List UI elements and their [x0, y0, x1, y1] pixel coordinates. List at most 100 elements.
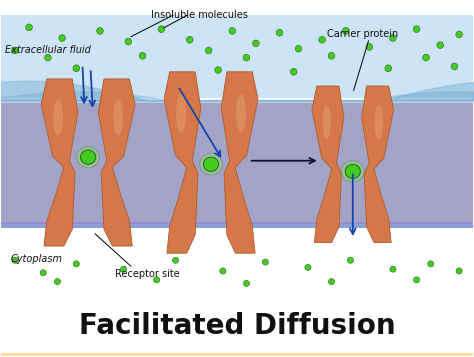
Bar: [0, 354, 474, 356]
Bar: [0, 6, 474, 97]
Bar: [0, 354, 474, 356]
Bar: [0, 354, 474, 355]
Bar: [0, 31, 474, 97]
Ellipse shape: [81, 150, 96, 164]
Bar: [0, 98, 474, 100]
Ellipse shape: [243, 280, 249, 286]
Bar: [0, 353, 474, 355]
Bar: [0, 98, 474, 99]
Bar: [0, 99, 474, 100]
Bar: [0, 155, 474, 223]
Bar: [0, 353, 474, 355]
Ellipse shape: [322, 105, 331, 139]
Bar: [0, 99, 474, 100]
Bar: [0, 104, 474, 222]
Bar: [0, 354, 474, 356]
Ellipse shape: [236, 94, 246, 133]
Bar: [0, 99, 474, 100]
Bar: [0, 354, 474, 356]
Bar: [0, 98, 474, 99]
Bar: [0, 50, 474, 98]
Bar: [0, 99, 474, 100]
Bar: [0, 19, 474, 97]
Bar: [0, 200, 474, 224]
Ellipse shape: [428, 261, 434, 267]
Ellipse shape: [253, 40, 259, 47]
Bar: [0, 355, 474, 356]
Bar: [0, 151, 474, 223]
Bar: [0, 99, 474, 100]
Bar: [0, 354, 474, 356]
Bar: [0, 353, 474, 355]
Bar: [0, 110, 474, 222]
Bar: [0, 99, 474, 100]
Bar: [0, 17, 474, 97]
Bar: [0, 98, 474, 99]
Bar: [0, 87, 474, 99]
Bar: [0, 180, 474, 224]
Bar: [0, 353, 474, 355]
Ellipse shape: [200, 154, 222, 175]
Bar: [0, 354, 474, 355]
Bar: [0, 354, 474, 355]
Bar: [0, 355, 474, 356]
Bar: [0, 99, 474, 100]
Ellipse shape: [276, 29, 283, 36]
Ellipse shape: [229, 27, 236, 34]
Bar: [0, 2, 474, 97]
Bar: [0, 355, 474, 356]
Bar: [0, 99, 474, 100]
Bar: [0, 99, 474, 100]
Ellipse shape: [385, 65, 392, 72]
Bar: [0, 77, 474, 98]
Bar: [0, 99, 474, 100]
Bar: [0, 99, 474, 100]
Bar: [0, 99, 474, 100]
Bar: [0, 74, 474, 98]
Bar: [0, 354, 474, 356]
Bar: [0, 99, 474, 100]
Bar: [0, 145, 474, 223]
Bar: [0, 99, 474, 100]
Bar: [0, 113, 474, 222]
Bar: [0, 353, 474, 355]
Bar: [0, 99, 474, 100]
Bar: [0, 353, 474, 355]
Ellipse shape: [77, 146, 100, 168]
Bar: [0, 353, 474, 355]
Bar: [0, 355, 474, 356]
Bar: [0, 67, 474, 98]
Bar: [0, 98, 474, 99]
Bar: [0, 190, 474, 224]
Bar: [0, 353, 474, 355]
Bar: [0, 183, 474, 224]
Bar: [0, 355, 474, 356]
Bar: [0, 353, 474, 355]
Bar: [0, 99, 474, 100]
Bar: [0, 62, 474, 98]
Bar: [0, 355, 474, 356]
Bar: [0, 158, 474, 223]
Ellipse shape: [366, 44, 373, 50]
Bar: [0, 45, 474, 98]
Text: Carrier protein: Carrier protein: [327, 30, 398, 40]
Bar: [0, 116, 474, 222]
Ellipse shape: [262, 259, 268, 265]
Bar: [0, 126, 474, 222]
Bar: [0, 89, 474, 99]
Bar: [0, 60, 474, 98]
Bar: [0, 354, 474, 355]
Bar: [0, 99, 474, 100]
Bar: [0, 98, 474, 100]
Bar: [0, 99, 474, 100]
Bar: [0, 98, 474, 99]
Bar: [0, 99, 474, 100]
Bar: [0, 355, 474, 356]
Bar: [0, 354, 474, 356]
Bar: [0, 98, 474, 100]
Ellipse shape: [176, 94, 186, 133]
Ellipse shape: [342, 27, 349, 34]
Bar: [0, 99, 474, 100]
Ellipse shape: [390, 35, 396, 41]
Bar: [0, 98, 474, 99]
